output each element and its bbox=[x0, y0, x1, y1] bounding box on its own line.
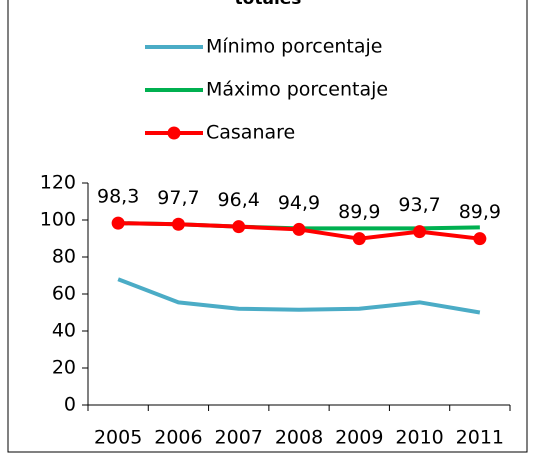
data-label: 93,7 bbox=[398, 194, 440, 216]
legend-label: Casanare bbox=[206, 122, 295, 144]
x-tick-label: 2009 bbox=[335, 427, 383, 449]
legend-label: Máximo porcentaje bbox=[206, 79, 388, 101]
y-tick-label: 40 bbox=[52, 320, 76, 342]
data-label: 89,9 bbox=[338, 201, 380, 223]
data-label: 89,9 bbox=[459, 201, 501, 223]
x-tick-label: 2007 bbox=[215, 427, 263, 449]
point-marker bbox=[111, 216, 125, 230]
legend-marker bbox=[167, 126, 181, 140]
y-tick-label: 0 bbox=[64, 394, 76, 416]
x-tick-label: 2011 bbox=[456, 427, 504, 449]
x-tick-label: 2005 bbox=[94, 427, 142, 449]
series-line bbox=[117, 277, 481, 315]
point-marker bbox=[292, 222, 306, 236]
x-tick-label: 2010 bbox=[395, 427, 443, 449]
y-tick-label: 60 bbox=[52, 283, 76, 305]
legend-label: Mínimo porcentaje bbox=[206, 36, 382, 58]
data-label: 96,4 bbox=[218, 189, 260, 211]
y-tick-label: 80 bbox=[52, 246, 76, 268]
data-label: 98,3 bbox=[97, 186, 139, 208]
point-marker bbox=[473, 232, 487, 246]
data-label: 97,7 bbox=[157, 187, 199, 209]
point-marker bbox=[171, 217, 185, 231]
y-tick-label: 100 bbox=[40, 209, 76, 231]
y-tick-label: 20 bbox=[52, 357, 76, 379]
x-tick-label: 2006 bbox=[154, 427, 202, 449]
point-marker bbox=[413, 225, 427, 239]
point-marker bbox=[352, 232, 366, 246]
data-label: 94,9 bbox=[278, 192, 320, 214]
chart-title: totales bbox=[235, 0, 302, 9]
point-marker bbox=[232, 220, 246, 234]
x-tick-label: 2008 bbox=[275, 427, 323, 449]
y-tick-label: 120 bbox=[40, 172, 76, 194]
